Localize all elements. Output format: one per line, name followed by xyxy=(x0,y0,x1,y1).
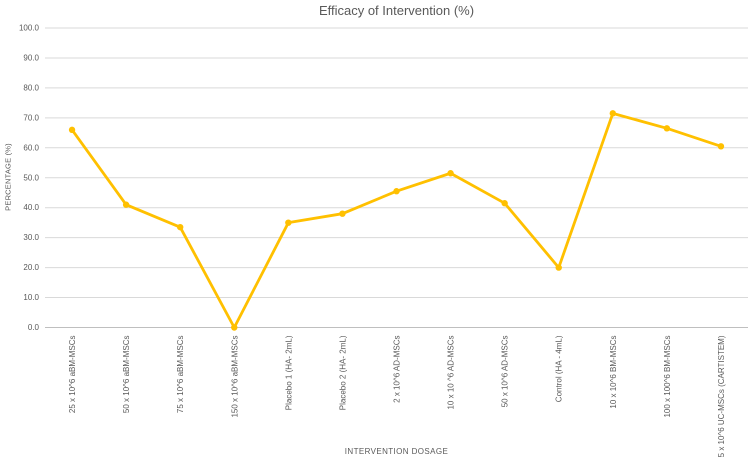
data-point xyxy=(68,126,76,134)
x-axis-title: INTERVENTION DOSAGE xyxy=(344,447,449,456)
y-tick-label: 10.0 xyxy=(23,293,39,302)
y-tick-label: 90.0 xyxy=(23,53,39,62)
data-point xyxy=(122,201,130,208)
y-axis-title: PERCENTAGE (%) xyxy=(3,143,13,211)
x-tick-label: Placebo 2 (HA- 2mL) xyxy=(338,335,347,410)
data-point xyxy=(609,110,617,117)
x-tick-label: 25 x 10^6 aBM-MSCs xyxy=(68,336,77,414)
x-tick-label: 50 x 10^6 aBM-MSCs xyxy=(122,336,131,414)
x-tick-label: 150 x 10^6 aBM-MSCs xyxy=(230,336,239,418)
x-tick-label: 50 x 10^6 AD-MSCs xyxy=(501,336,510,408)
data-point xyxy=(176,223,184,231)
x-tick-label: 2 x 10^6 AD-MSCs xyxy=(393,336,402,403)
x-tick-label: 5 x 10^6 UC-MSCs (CARTISTEM) xyxy=(717,335,726,457)
y-tick-label: 0.0 xyxy=(28,323,40,332)
y-tick-label: 60.0 xyxy=(23,143,39,152)
data-point xyxy=(393,188,400,195)
data-point xyxy=(663,125,671,132)
y-tick-label: 70.0 xyxy=(23,113,39,122)
x-tick-label: 10 x 10 ^6 AD-MSCs xyxy=(447,336,456,410)
data-point xyxy=(231,324,238,331)
data-point xyxy=(501,200,508,207)
data-point xyxy=(555,264,562,271)
x-tick-label: Placebo 1 (HA- 2mL) xyxy=(284,335,293,410)
data-point xyxy=(717,143,725,150)
x-tick-label: Control (HA - 4mL) xyxy=(555,335,564,402)
data-point xyxy=(339,210,346,217)
y-tick-label: 80.0 xyxy=(23,83,39,92)
y-tick-label: 30.0 xyxy=(23,233,39,242)
y-tick-label: 40.0 xyxy=(23,203,39,212)
data-point xyxy=(285,219,292,226)
y-tick-label: 20.0 xyxy=(23,263,39,272)
x-tick-label: 75 x 10^6 aBM-MSCs xyxy=(176,336,185,414)
y-tick-label: 50.0 xyxy=(23,173,39,182)
chart-title: Efficacy of Intervention (%) xyxy=(318,3,475,18)
x-tick-label: 100 x 100^6 BM-MSCs xyxy=(663,336,672,418)
data-line xyxy=(70,111,723,329)
data-point xyxy=(447,170,454,177)
y-tick-label: 100.0 xyxy=(19,24,40,33)
x-tick-label: 10 x 10^6 BM-MSCs xyxy=(609,336,618,409)
